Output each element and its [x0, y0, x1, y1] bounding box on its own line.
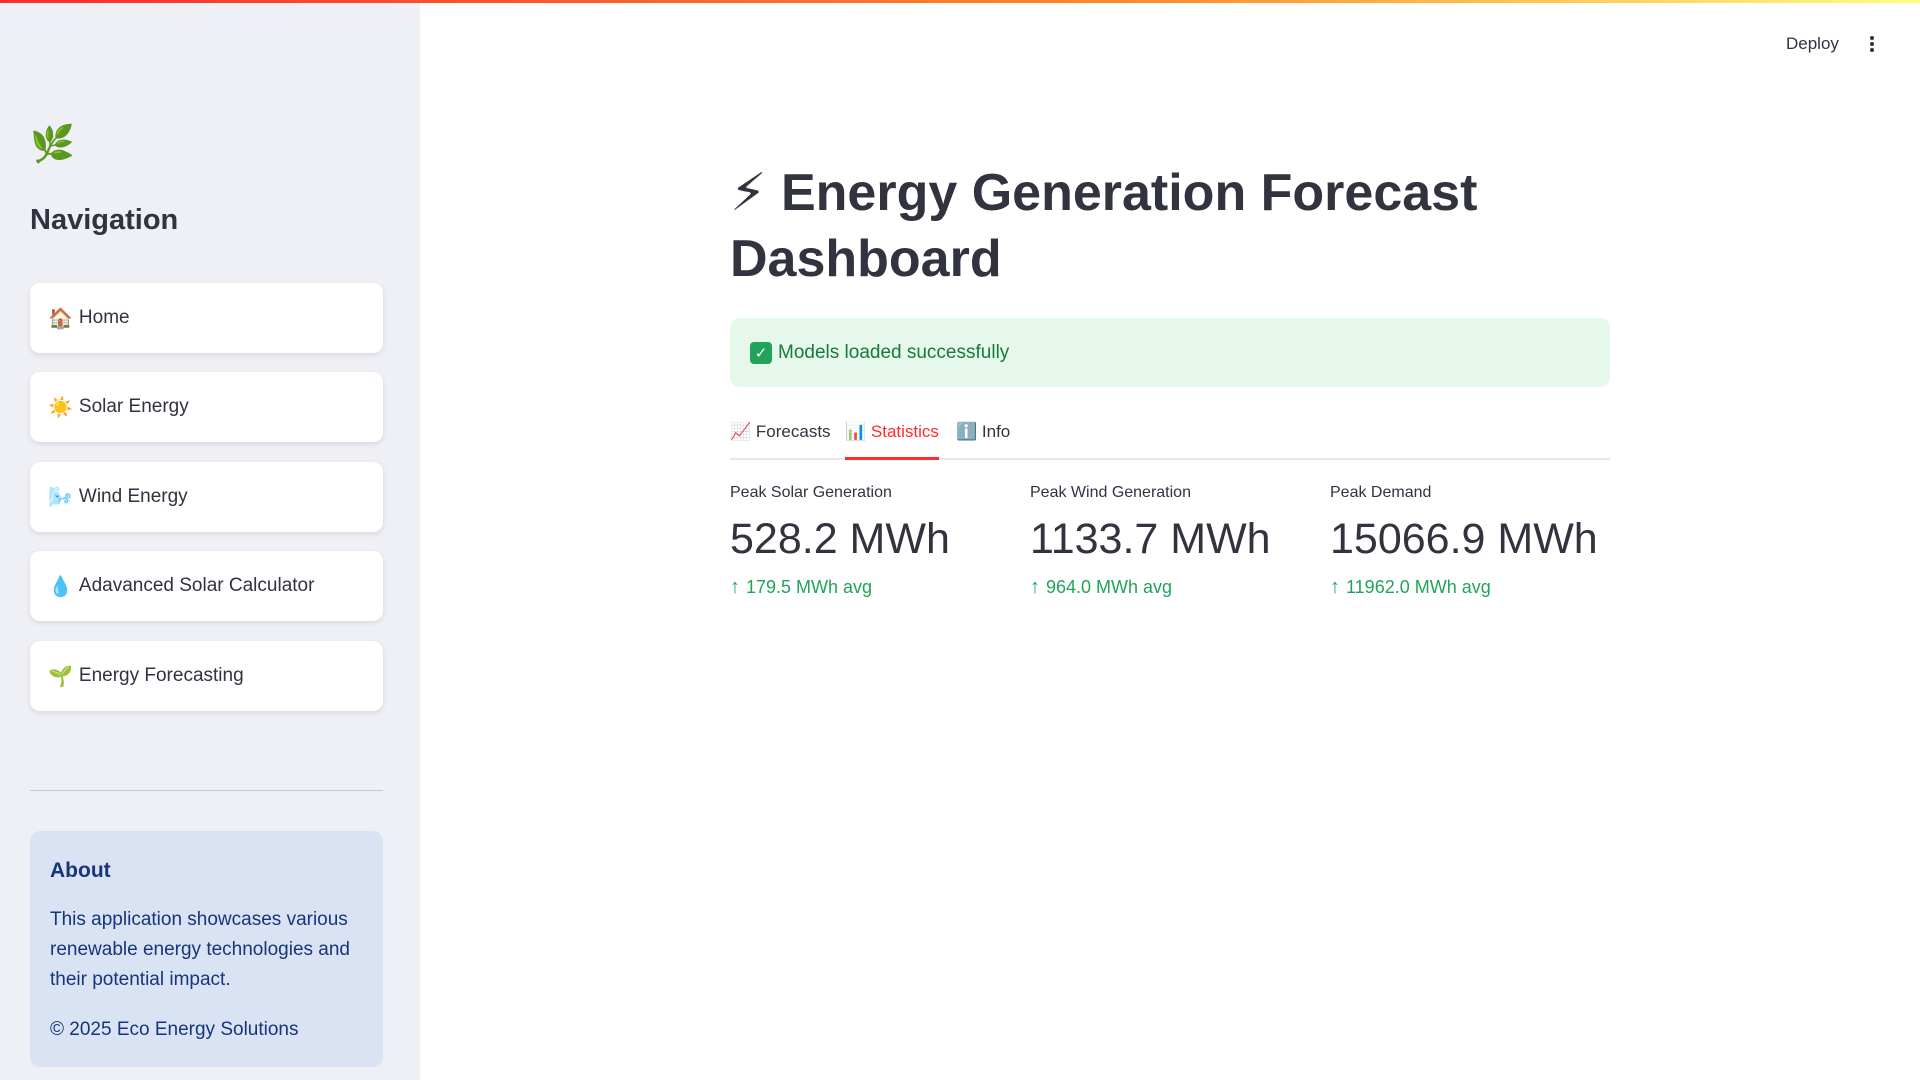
nav-button-wind-energy[interactable]: 🌬️ Wind Energy — [30, 462, 383, 532]
metric-label: Peak Solar Generation — [730, 484, 892, 501]
sidebar: 🌿 Navigation 🏠 Home ☀️ Solar Energy 🌬️ W… — [0, 0, 420, 1080]
tab-bar: 📈 Forecasts 📊 Statistics ℹ️ Info — [730, 410, 1610, 460]
metric-value: 528.2 MWh — [730, 515, 950, 563]
nav-button-label: Wind Energy — [78, 486, 188, 507]
sidebar-divider — [30, 790, 383, 791]
leaf-logo-icon: 🌿 — [30, 123, 75, 164]
metric-peak-solar: Peak Solar Generation 528.2 MWh ↑ 179.5 … — [730, 484, 950, 599]
more-menu-icon[interactable] — [1864, 32, 1880, 56]
metric-delta: ↑ 964.0 MWh avg — [1030, 576, 1271, 599]
nav-button-label: Energy Forecasting — [78, 665, 244, 686]
top-decoration-bar — [0, 0, 1920, 3]
about-title: About — [50, 859, 111, 882]
arrow-up-icon: ↑ — [1330, 576, 1340, 598]
nav-button-solar-energy[interactable]: ☀️ Solar Energy — [30, 372, 383, 442]
success-alert: ✓ Models loaded successfully — [730, 318, 1610, 387]
arrow-up-icon: ↑ — [1030, 576, 1040, 598]
lightning-icon: ⚡ — [730, 164, 767, 222]
tab-info[interactable]: ℹ️ Info — [956, 422, 1010, 458]
arrow-up-icon: ↑ — [730, 576, 740, 598]
nav-button-advanced-solar-calculator[interactable]: 💧 Adavanced Solar Calculator — [30, 551, 383, 621]
info-icon: ℹ️ — [956, 422, 978, 441]
sun-icon: ☀️ — [48, 396, 73, 419]
metric-label: Peak Demand — [1330, 484, 1432, 501]
check-icon: ✓ — [750, 341, 772, 364]
tab-statistics[interactable]: 📊 Statistics — [845, 422, 939, 460]
success-message: Models loaded successfully — [778, 341, 1010, 363]
metric-peak-wind: Peak Wind Generation 1133.7 MWh ↑ 964.0 … — [1030, 484, 1271, 599]
metric-delta-text: 964.0 MWh avg — [1046, 577, 1173, 597]
tab-label: Forecasts — [755, 422, 831, 441]
metric-label: Peak Wind Generation — [1030, 484, 1191, 501]
about-copyright: © 2025 Eco Energy Solutions — [50, 1019, 299, 1040]
about-box: About This application showcases various… — [30, 831, 383, 1067]
nav-button-energy-forecasting[interactable]: 🌱 Energy Forecasting — [30, 641, 383, 711]
nav-button-label: Adavanced Solar Calculator — [78, 575, 315, 596]
nav-button-label: Solar Energy — [78, 396, 189, 417]
tab-forecasts[interactable]: 📈 Forecasts — [730, 422, 831, 458]
metric-peak-demand: Peak Demand 15066.9 MWh ↑ 11962.0 MWh av… — [1330, 484, 1598, 599]
nav-title: Navigation — [30, 204, 179, 236]
deploy-button[interactable]: Deploy — [1786, 34, 1839, 53]
wind-icon: 🌬️ — [48, 486, 73, 509]
page-title-text: Energy Generation Forecast Dashboard — [730, 164, 1478, 288]
metric-delta-text: 11962.0 MWh avg — [1346, 577, 1491, 597]
metric-delta: ↑ 179.5 MWh avg — [730, 576, 950, 599]
bar-chart-icon: 📊 — [845, 422, 867, 441]
home-icon: 🏠 — [48, 307, 73, 330]
droplet-icon: 💧 — [48, 575, 73, 598]
nav-button-label: Home — [78, 307, 130, 328]
page-title: ⚡ Energy Generation Forecast Dashboard — [730, 160, 1630, 292]
metric-delta: ↑ 11962.0 MWh avg — [1330, 576, 1598, 599]
tab-label: Statistics — [870, 422, 939, 441]
metric-delta-text: 179.5 MWh avg — [746, 577, 873, 597]
metric-value: 15066.9 MWh — [1330, 515, 1598, 563]
nav-button-home[interactable]: 🏠 Home — [30, 283, 383, 353]
about-text: This application showcases various renew… — [50, 909, 350, 990]
seedling-icon: 🌱 — [48, 665, 73, 688]
metric-value: 1133.7 MWh — [1030, 515, 1271, 563]
tab-label: Info — [981, 422, 1011, 441]
chart-up-icon: 📈 — [730, 422, 752, 441]
